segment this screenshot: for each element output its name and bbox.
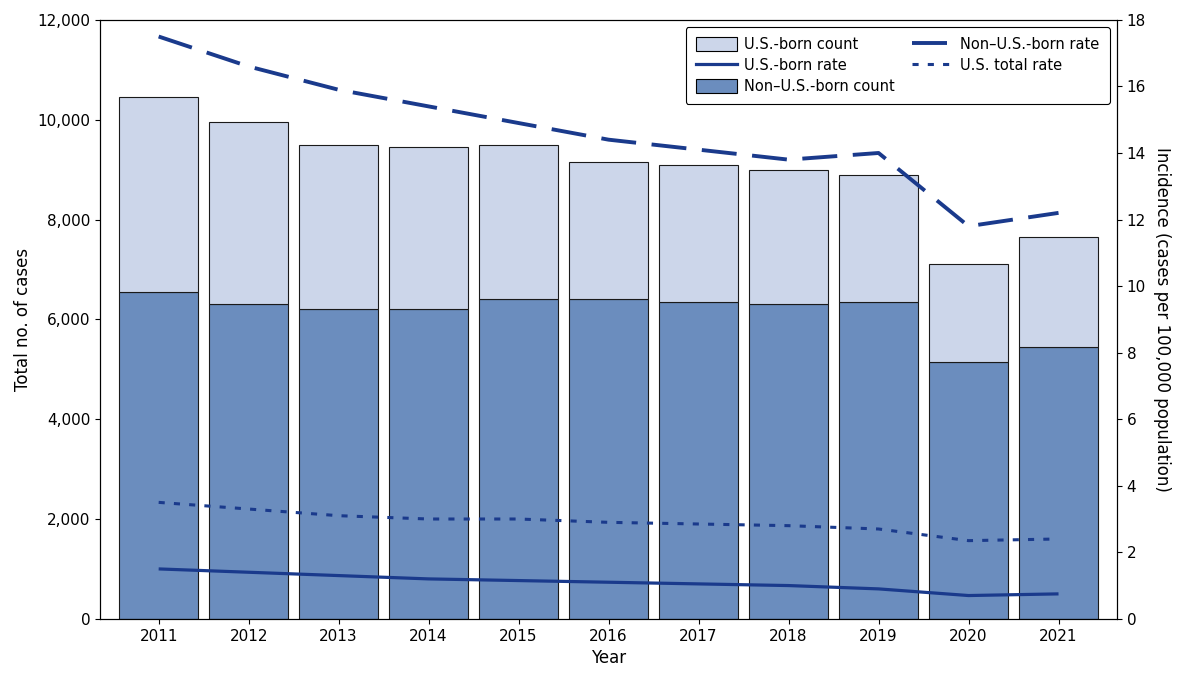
Bar bbox=[569, 162, 648, 300]
X-axis label: Year: Year bbox=[591, 649, 626, 667]
Bar bbox=[1019, 237, 1098, 347]
Bar bbox=[839, 174, 918, 302]
Y-axis label: Total no. of cases: Total no. of cases bbox=[14, 248, 32, 391]
Bar bbox=[749, 304, 828, 619]
Bar bbox=[118, 292, 198, 619]
Bar bbox=[299, 309, 378, 619]
Bar bbox=[118, 97, 198, 292]
Bar bbox=[389, 309, 468, 619]
Bar bbox=[479, 144, 558, 300]
Legend: U.S.-born count, U.S.-born rate, Non–U.S.-born count, Non–U.S.-born rate, U.S. t: U.S.-born count, U.S.-born rate, Non–U.S… bbox=[686, 27, 1109, 104]
Bar bbox=[389, 147, 468, 309]
Bar bbox=[299, 144, 378, 309]
Bar bbox=[209, 304, 288, 619]
Bar bbox=[1019, 347, 1098, 619]
Bar bbox=[569, 300, 648, 619]
Bar bbox=[929, 264, 1008, 362]
Bar bbox=[659, 165, 738, 302]
Bar bbox=[929, 362, 1008, 619]
Bar bbox=[659, 302, 738, 619]
Bar bbox=[839, 302, 918, 619]
Bar bbox=[749, 170, 828, 304]
Bar bbox=[209, 122, 288, 304]
Y-axis label: Incidence (cases per 100,000 population): Incidence (cases per 100,000 population) bbox=[1153, 147, 1171, 492]
Bar bbox=[479, 300, 558, 619]
